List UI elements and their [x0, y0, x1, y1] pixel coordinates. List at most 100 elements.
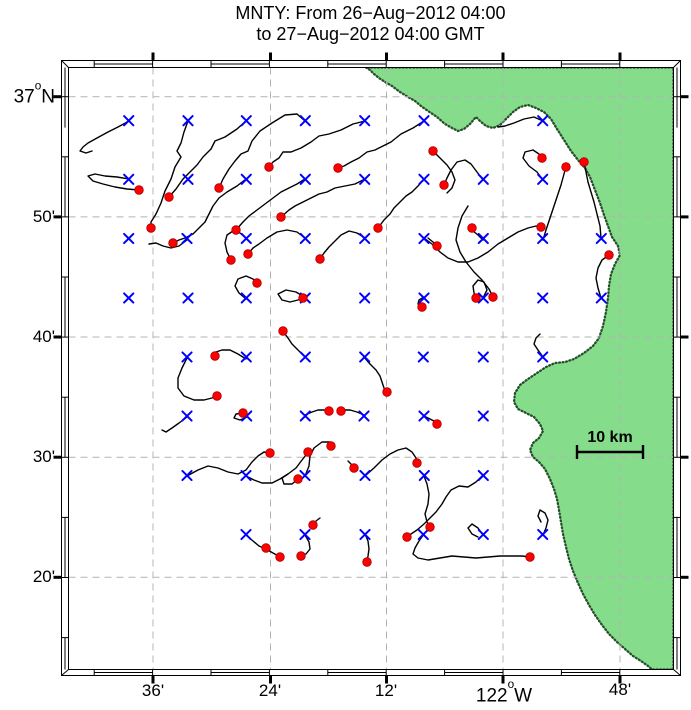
y-tick-label-20: 20'	[32, 567, 55, 586]
trajectory-path	[595, 254, 610, 299]
start-marker-x	[537, 292, 549, 304]
end-marker-dot	[439, 180, 449, 190]
end-marker-dot	[238, 408, 248, 418]
start-marker-x	[240, 469, 252, 482]
end-marker-dot	[264, 162, 274, 172]
start-marker-x	[299, 351, 311, 363]
end-marker-dot	[382, 387, 392, 397]
start-marker-x	[181, 469, 193, 482]
end-marker-dot	[226, 255, 236, 265]
start-marker-x	[477, 410, 489, 422]
end-marker-dot	[293, 474, 303, 484]
start-marker-x	[359, 115, 371, 127]
end-marker-dot	[298, 293, 308, 303]
end-marker-dot	[471, 293, 481, 303]
start-marker-x	[359, 528, 371, 541]
axis-ticks	[53, 52, 689, 684]
trajectory-path	[235, 178, 306, 231]
land-polygon	[366, 67, 674, 670]
end-marker-dot	[488, 292, 498, 302]
end-marker-dot	[231, 225, 241, 235]
start-marker-x	[182, 173, 194, 185]
start-marker-x	[418, 173, 430, 185]
start-marker-x	[477, 173, 489, 185]
trajectory-path	[148, 239, 188, 249]
end-marker-dot	[373, 223, 383, 233]
end-marker-dot	[579, 157, 589, 167]
end-marker-dot	[265, 448, 275, 458]
end-marker-dot	[536, 222, 546, 232]
trajectory-path	[363, 356, 388, 393]
end-marker-dot	[214, 183, 224, 193]
end-marker-dot	[243, 249, 253, 259]
end-marker-dot	[146, 223, 156, 233]
start-marker-x	[417, 528, 429, 541]
y-tick-label-30: 30'	[32, 447, 55, 466]
start-marker-x	[418, 232, 430, 245]
start-marker-x	[359, 469, 371, 482]
x-tick-label-36: 36'	[141, 681, 165, 700]
start-marker-x	[418, 410, 430, 422]
trajectory-path	[150, 120, 189, 229]
trajectory-path	[423, 225, 542, 263]
trajectory-path	[281, 473, 299, 485]
start-marker-x	[240, 292, 252, 304]
start-marker-x	[477, 528, 489, 541]
end-marker-dot	[349, 463, 359, 473]
start-marker-x	[240, 115, 252, 127]
trajectory-path	[168, 120, 247, 198]
start-marker-x	[595, 292, 607, 304]
start-marker-x	[358, 410, 370, 422]
end-marker-dot	[315, 254, 325, 264]
start-marker-x	[595, 232, 607, 245]
end-marker-dot	[417, 302, 427, 312]
start-marker-x	[182, 115, 194, 127]
end-marker-dot	[168, 238, 178, 248]
trajectory-path	[537, 509, 549, 536]
end-marker-dot	[362, 557, 372, 567]
x-tick-label-12: 12'	[374, 681, 398, 700]
end-marker-dot	[561, 162, 571, 172]
trajectory-path	[247, 229, 306, 255]
end-marker-dot	[303, 447, 313, 457]
start-marker-x	[537, 528, 549, 541]
end-marker-dot	[252, 278, 262, 288]
trajectory-path	[224, 230, 247, 261]
plot-area	[68, 67, 674, 670]
start-marker-x	[299, 115, 311, 127]
end-marker-dot	[425, 522, 435, 532]
end-marker-dot	[275, 552, 285, 562]
end-marker-dot	[402, 532, 412, 542]
x-tick-label-122W: 122oW	[475, 677, 533, 707]
trajectory-path	[472, 279, 488, 299]
start-marker-x	[181, 410, 193, 422]
end-marker-dot	[428, 146, 438, 156]
y-tick-label-50: 50'	[32, 207, 55, 226]
trajectory-path	[522, 149, 544, 181]
start-marker-x	[418, 115, 430, 127]
start-marker-x	[299, 173, 311, 185]
map-frame	[61, 60, 681, 676]
end-marker-dot	[412, 458, 422, 468]
start-marker-x	[477, 232, 489, 245]
start-marker-x	[240, 351, 252, 363]
start-marker-x	[240, 528, 252, 541]
start-marker-x	[181, 351, 193, 363]
end-marker-dot	[604, 250, 614, 260]
start-marker-x	[537, 115, 549, 127]
trajectory-path	[432, 150, 456, 194]
start-marker-x	[299, 410, 311, 422]
start-marker-x	[477, 351, 489, 363]
start-marker-x	[123, 232, 135, 245]
trajectory-path	[364, 447, 418, 477]
end-marker-dot	[326, 441, 336, 451]
plot-title-line1: MNTY: From 26−Aug−2012 04:00	[235, 3, 506, 23]
trajectory-path	[542, 166, 567, 241]
scalebar-label: 10 km	[587, 429, 633, 446]
start-marker-x	[123, 173, 135, 185]
trajectory-path	[277, 289, 307, 303]
x-tick-label-48: 48'	[608, 680, 632, 699]
end-marker-dot	[432, 241, 442, 251]
end-marker-dot	[432, 419, 442, 429]
